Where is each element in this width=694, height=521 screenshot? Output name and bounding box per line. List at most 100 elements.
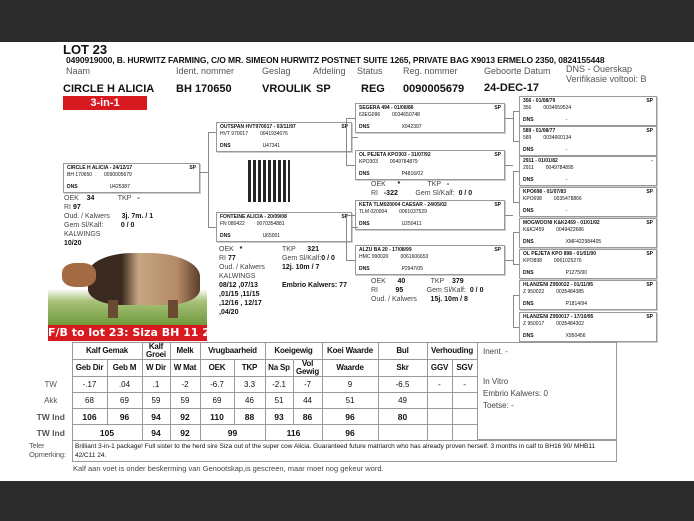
- pedigree-connector: [513, 327, 519, 328]
- pedigree-box-ggd-4: HLANZENI Z950017 - 17/10/95 SP Z 950017 00…: [519, 312, 657, 342]
- info-panel: Inent. - In Vitro Embrio Kalwers: 0 Toet…: [477, 342, 617, 440]
- pedigree-dns-label: DNS: [523, 333, 534, 339]
- pedigree-dns-label: DNS: [220, 233, 231, 239]
- table-cell: 49: [377, 392, 428, 409]
- table-cell: 92: [169, 408, 201, 425]
- pedigree-box-ggd-3: OL PEJETA KPO 898 - 01/01/90 SP KPO898 006…: [519, 249, 657, 279]
- pedigree-dns-label: DNS: [220, 143, 231, 149]
- pedigree-section: SP: [494, 247, 501, 253]
- row-label: Akk: [44, 395, 58, 405]
- pedigree-reg: 0061025276: [553, 258, 582, 264]
- pedigree-dns: U425387: [109, 184, 130, 190]
- label-ident: Ident. nommer: [176, 66, 235, 76]
- pedigree-section: SP: [646, 128, 653, 134]
- toetse-text: Toetse: -: [483, 401, 514, 410]
- pedigree-section: SP: [646, 98, 653, 104]
- table-cell: [426, 408, 453, 425]
- pedigree-dns-label: DNS: [523, 270, 534, 276]
- label-naam: Naam: [66, 66, 91, 76]
- pedigree-connector: [346, 118, 347, 166]
- pedigree-id: FN 080422: [220, 221, 245, 227]
- pedigree-dns-label: DNS: [359, 171, 370, 177]
- animal-birthdate: 24-DEC-17: [484, 82, 540, 94]
- pedigree-name: SEGERA 494 - 01/08/86: [359, 105, 414, 111]
- pedigree-id: KPO898: [523, 258, 542, 264]
- table-cell: [451, 392, 478, 409]
- pedigree-dns-label: DNS: [359, 266, 370, 272]
- pedigree-section: SP: [646, 189, 653, 195]
- table-cell: 96: [321, 408, 379, 425]
- pedigree-name: MOGWOONI K&K2459 - 01/01/92: [523, 220, 600, 226]
- breeder-remark: Brilliant 3-in-1 package! Full sister to…: [72, 440, 617, 462]
- table-cell: 80: [377, 408, 428, 425]
- pedigree-connector: [513, 295, 514, 327]
- kpo303-stats: OEK * TKP - RI -322 Gem Sl/Kalf: 0 / 0: [371, 181, 473, 197]
- pedigree-name: KPO698 - 01/07/83: [523, 189, 567, 195]
- pedigree-section: SP: [646, 282, 653, 288]
- pedigree-connector: [208, 227, 216, 228]
- pedigree-name: 589 - 01/08/77: [523, 128, 556, 134]
- pedigree-name: HLANZENI Z950017 - 17/10/95: [523, 314, 594, 320]
- pedigree-name: FONTEINE ALICIA - 20/09/08: [220, 214, 287, 220]
- pedigree-dns: -: [565, 117, 568, 123]
- breeding-values-table: Kalf Gemak Kalf Groei Melk Vrugbaarheid …: [30, 342, 478, 441]
- table-cell: 68: [71, 392, 108, 409]
- pedigree-box-ggd-2: KPO698 - 01/07/83 SP KPO698 0035478866 DNS…: [519, 187, 657, 217]
- pedigree-dns-label: DNS: [523, 177, 534, 183]
- pedigree-dns: -: [565, 208, 568, 214]
- pedigree-id: HMC 990020: [359, 254, 389, 260]
- pedigree-connector: [208, 132, 216, 133]
- pedigree-section: SP: [494, 105, 501, 111]
- pedigree-section: SP: [646, 314, 653, 320]
- pedigree-connector: [513, 111, 514, 141]
- pedigree-reg: 0049422686: [556, 227, 584, 233]
- pedigree-name: 2911 - 01/01/82: [523, 158, 558, 164]
- animal-stats: OEK 34 TKP - RI 97 Oud. / Kalwers 3j. 7m…: [64, 195, 154, 247]
- pedigree-box-sire: OUTSPAN HVT970017 - 03/11/97 SP HVT 97001…: [216, 122, 352, 152]
- pedigree-section: SP: [494, 202, 501, 208]
- pedigree-box-dam: FONTEINE ALICIA - 20/09/08 SP FN 080422 00…: [216, 212, 352, 242]
- label-afdeling: Afdeling: [313, 66, 346, 76]
- pedigree-dns: -: [565, 177, 568, 183]
- pedigree-reg: 0041934076: [259, 131, 288, 137]
- fb-banner: F/B to lot 23: Siza BH 11 24: [48, 325, 218, 341]
- animal-name: CIRCLE H ALICIA: [63, 83, 155, 95]
- pedigree-reg: 0061606653: [400, 254, 429, 260]
- table-cell: -.17: [71, 376, 108, 393]
- pedigree-id: 63EG096: [359, 112, 381, 118]
- table-cell: 88: [233, 408, 266, 425]
- animal-status: REG: [361, 83, 385, 95]
- pedigree-id: Z 950022: [523, 289, 545, 295]
- pedigree-section: SP: [341, 214, 348, 220]
- pedigree-dns: P1814/94: [565, 301, 587, 307]
- pedigree-section: -: [651, 158, 653, 164]
- in-vitro-text: In Vitro: [483, 377, 509, 386]
- dam-stats: OEK * RI 77 Oud. / Kalwers KALWINGS 08/1…: [219, 246, 265, 316]
- table-cell: 106: [71, 408, 108, 425]
- pedigree-id: KPO698: [523, 196, 542, 202]
- pedigree-name: KETA TLM020004 CAESAR - 24/05/02: [359, 202, 447, 208]
- table-cell: -2: [169, 376, 201, 393]
- label-geslag: Geslag: [262, 66, 291, 76]
- pedigree-id: 589: [523, 135, 532, 141]
- pedigree-dns-label: DNS: [359, 221, 370, 227]
- table-cell: 44: [292, 392, 323, 409]
- table-cell: 69: [106, 392, 143, 409]
- pedigree-name: OL PEJETA KPO303 - 31/07/92: [359, 152, 431, 158]
- pedigree-connector: [513, 171, 514, 202]
- pedigree-box-animal: CIRCLE H ALICIA - 24/12/17 SP BH 170650 00…: [63, 163, 200, 193]
- pedigree-connector: [346, 118, 355, 119]
- pedigree-connector: [513, 232, 519, 233]
- pedigree-dns: U250411: [401, 221, 422, 227]
- qr-code[interactable]: [248, 160, 290, 202]
- table-cell: 96: [106, 408, 143, 425]
- pedigree-connector: [352, 137, 358, 138]
- pedigree-section: SP: [646, 220, 653, 226]
- table-cell: -6.5: [377, 376, 428, 393]
- pedigree-connector: [346, 215, 355, 216]
- pedigree-box-paternal-grandsire: SEGERA 494 - 01/08/86 SP 63EG096 003465074…: [355, 103, 505, 133]
- animal-section: SP: [316, 83, 331, 95]
- pedigree-box-ggs-2: 2911 - 01/01/82 - 2911 0049784895 DNS -: [519, 156, 657, 186]
- package-badge: 3-in-1: [63, 96, 147, 110]
- pedigree-dns: P4816/02: [401, 171, 423, 177]
